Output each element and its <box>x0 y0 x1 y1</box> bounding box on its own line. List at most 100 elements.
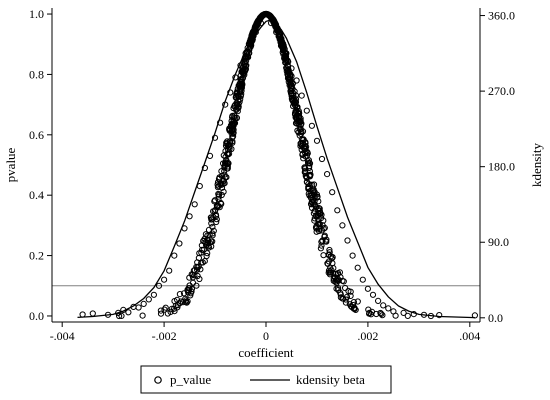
scatter-point <box>116 312 123 320</box>
scatter-point <box>215 183 222 190</box>
scatter-point <box>125 309 132 316</box>
scatter-point <box>318 227 326 234</box>
scatter-point <box>214 184 221 191</box>
scatter-point <box>293 77 300 84</box>
y-axis-title: pvalue <box>3 147 18 182</box>
scatter-point <box>238 84 245 91</box>
scatter-point <box>340 295 347 302</box>
scatter-point <box>186 213 193 220</box>
x-axis-ticks: -.004 -.002 0 .002 .004 <box>50 322 480 343</box>
scatter-point <box>380 302 387 309</box>
scatter-point <box>194 272 201 280</box>
scatter-point <box>318 214 325 222</box>
scatter-point <box>202 239 209 246</box>
scatter-point <box>292 110 299 117</box>
scatter-point <box>347 292 354 299</box>
scatter-point <box>279 49 286 56</box>
scatter-point <box>199 246 206 253</box>
y2-axis-ticks: 0.0 90.0 180.0 270.0 360.0 <box>480 9 515 325</box>
scatter-point <box>302 153 309 160</box>
scatter-point <box>201 164 208 172</box>
scatter-point <box>118 312 125 319</box>
scatter-point <box>298 136 305 143</box>
scatter-point <box>235 93 242 100</box>
legend-label-kdensity: kdensity beta <box>296 372 365 387</box>
legend-label-p-value: p_value <box>170 372 211 387</box>
scatter-point <box>172 302 179 309</box>
scatter-point <box>348 303 355 311</box>
scatter-point <box>297 115 304 122</box>
scatter-point <box>292 120 300 127</box>
scatter-point <box>208 220 215 227</box>
scatter-point <box>349 252 356 259</box>
scatter-points <box>79 10 478 320</box>
scatter-point <box>187 292 194 299</box>
y-tick-label: 0.0 <box>29 309 44 323</box>
y2-axis-title: kdensity <box>529 142 544 187</box>
scatter-point <box>239 65 246 72</box>
scatter-point <box>344 237 351 244</box>
scatter-point <box>303 107 310 114</box>
scatter-point <box>227 89 234 96</box>
scatter-point <box>196 275 203 283</box>
scatter-point <box>301 142 309 149</box>
scatter-point <box>306 168 313 175</box>
scatter-point <box>229 134 236 141</box>
scatter-point <box>183 299 190 306</box>
y-axis-ticks: 0.0 0.2 0.4 0.6 0.8 1.0 <box>29 7 52 323</box>
scatter-point <box>315 198 322 205</box>
scatter-point <box>218 200 225 208</box>
scatter-point <box>385 305 392 312</box>
scatter-point <box>201 258 208 265</box>
scatter-point <box>145 296 152 303</box>
scatter-point <box>324 171 331 178</box>
scatter-point <box>251 26 258 34</box>
scatter-point <box>318 238 325 245</box>
scatter-point <box>220 188 227 195</box>
scatter-point <box>204 250 211 257</box>
scatter-point <box>296 118 303 125</box>
scatter-point <box>400 309 407 316</box>
scatter-point <box>157 310 165 317</box>
scatter-point <box>311 217 318 224</box>
scatter-point <box>235 97 242 104</box>
scatter-point <box>214 181 221 188</box>
scatter-point <box>337 274 344 281</box>
scatter-point <box>298 92 305 99</box>
scatter-point <box>79 311 86 318</box>
scatter-point <box>254 19 261 27</box>
scatter-point <box>247 39 254 46</box>
scatter-point <box>171 252 178 259</box>
scatter-point <box>176 291 183 298</box>
scatter-point <box>335 286 342 294</box>
scatter-point <box>224 150 231 157</box>
scatter-point <box>234 88 241 95</box>
scatter-point <box>182 298 189 306</box>
scatter-point <box>279 43 287 50</box>
scatter-point <box>308 122 315 129</box>
axes <box>51 8 481 323</box>
scatter-point <box>329 189 336 196</box>
scatter-point <box>233 106 240 114</box>
scatter-point <box>210 227 217 234</box>
scatter-point <box>170 305 178 312</box>
scatter-point <box>375 297 382 304</box>
scatter-point <box>350 299 357 306</box>
scatter-point <box>318 155 326 163</box>
scatter-point <box>339 277 346 284</box>
scatter-point <box>209 216 216 223</box>
y2-tick-label: 360.0 <box>488 9 515 23</box>
scatter-point <box>230 129 237 136</box>
scatter-point <box>184 287 191 294</box>
scatter-point <box>217 119 224 126</box>
scatter-point <box>315 226 323 233</box>
scatter-point <box>332 270 339 277</box>
legend-marker-p-value <box>154 376 162 384</box>
kdensity-line-group <box>77 19 475 319</box>
scatter-point <box>211 134 219 141</box>
scatter-point <box>286 76 293 83</box>
scatter-point <box>162 304 169 311</box>
scatter-point <box>202 231 209 238</box>
scatter-point <box>190 267 197 274</box>
